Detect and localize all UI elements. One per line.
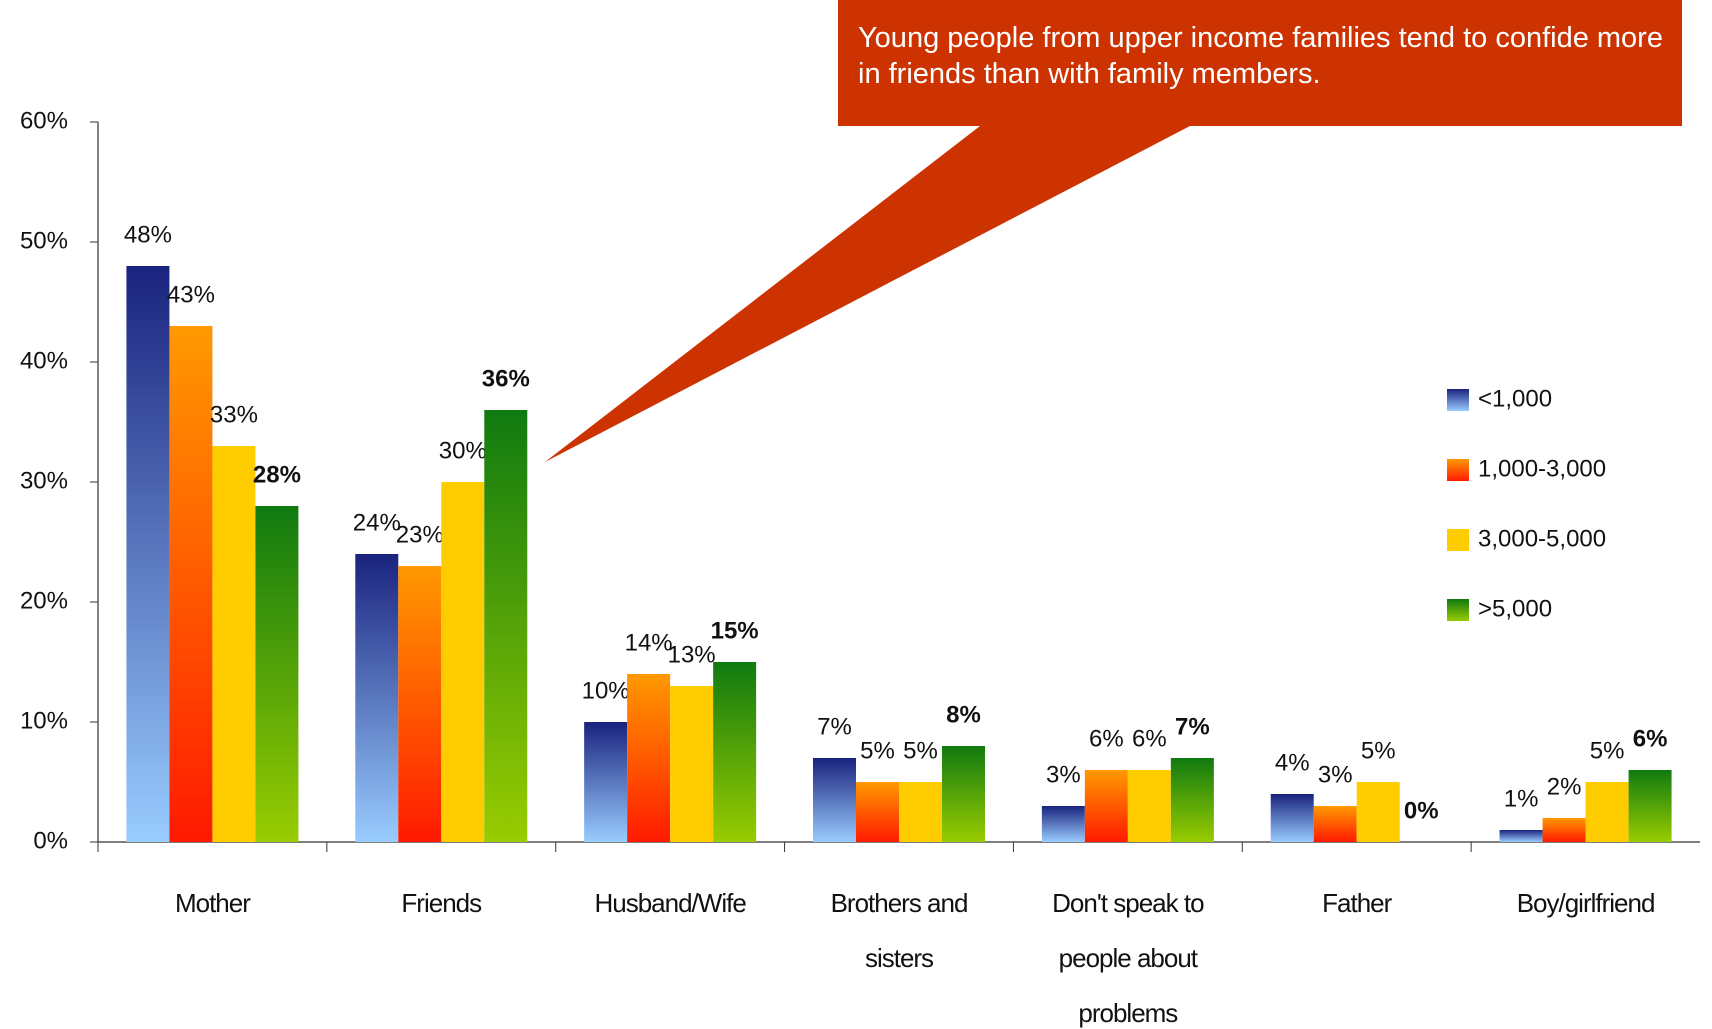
bar [1313, 806, 1357, 842]
data-label: 8% [946, 701, 981, 728]
data-label: 6% [1633, 725, 1668, 752]
bar [1041, 806, 1085, 842]
data-label: 5% [903, 737, 938, 764]
legend-swatch [1447, 529, 1469, 551]
y-tick-label: 20% [20, 587, 68, 614]
data-label: 24% [353, 509, 401, 536]
data-label: 3% [1318, 761, 1353, 788]
x-tick-label: Don't speak to people about problems [1052, 888, 1204, 1028]
callout-text: Young people from upper income families … [858, 22, 1663, 90]
data-label: 36% [482, 365, 530, 392]
data-label: 28% [253, 461, 301, 488]
data-label: 33% [210, 401, 258, 428]
bar [355, 554, 399, 842]
data-label: 2% [1547, 773, 1582, 800]
bar [942, 746, 985, 842]
legend-label: 1,000-3,000 [1478, 455, 1606, 482]
data-label: 14% [625, 629, 673, 656]
x-tick-label: Brothers and sisters [830, 888, 969, 973]
data-label: 5% [860, 737, 895, 764]
data-label: 6% [1132, 725, 1167, 752]
data-label: 13% [668, 641, 716, 668]
y-tick-label: 50% [20, 227, 68, 254]
data-label: 3% [1046, 761, 1081, 788]
data-label: 4% [1275, 749, 1310, 776]
data-label: 43% [167, 281, 215, 308]
bar [627, 674, 671, 842]
bar [169, 326, 213, 842]
bar [398, 566, 442, 842]
y-tick-label: 0% [33, 827, 68, 854]
bar [899, 782, 942, 842]
bar [212, 446, 256, 842]
x-tick-label: Husband/Wife [594, 888, 746, 918]
data-label: 10% [582, 677, 630, 704]
data-label: 30% [439, 437, 487, 464]
legend-label: <1,000 [1478, 385, 1552, 412]
bar [584, 722, 628, 842]
bar [1542, 818, 1586, 842]
bar [670, 686, 714, 842]
y-tick-label: 40% [20, 347, 68, 374]
legend-label: 3,000-5,000 [1478, 525, 1606, 552]
bar [1084, 770, 1128, 842]
data-label: 0% [1404, 797, 1439, 824]
callout [545, 0, 1682, 462]
data-label: 7% [817, 713, 852, 740]
data-label: 48% [124, 221, 172, 248]
bar [856, 782, 899, 842]
bar [1170, 758, 1214, 842]
x-tick-label: Father [1322, 888, 1392, 918]
data-label: 15% [711, 617, 759, 644]
legend-swatch [1447, 389, 1469, 411]
data-label: 23% [396, 521, 444, 548]
bar [1628, 770, 1672, 842]
y-tick-label: 10% [20, 707, 68, 734]
y-tick-label: 60% [20, 107, 68, 134]
bar [1585, 782, 1629, 842]
x-tick-label: Friends [401, 888, 482, 918]
y-tick-label: 30% [20, 467, 68, 494]
bar [1356, 782, 1400, 842]
bar [813, 758, 856, 842]
data-label: 6% [1089, 725, 1124, 752]
bar [484, 410, 528, 842]
x-tick-label: Boy/girlfriend [1516, 888, 1656, 918]
bar [1270, 794, 1314, 842]
data-label: 5% [1361, 737, 1396, 764]
bar [255, 506, 299, 842]
legend-label: >5,000 [1478, 595, 1552, 622]
bar [713, 662, 757, 842]
x-tick-label: Mother [174, 888, 251, 918]
bar [441, 482, 485, 842]
bar [1127, 770, 1171, 842]
data-label: 7% [1175, 713, 1210, 740]
data-label: 1% [1504, 785, 1539, 812]
bar [126, 266, 170, 842]
legend-swatch [1447, 599, 1469, 621]
legend-swatch [1447, 459, 1469, 481]
bar [1499, 830, 1543, 842]
data-label: 5% [1590, 737, 1625, 764]
